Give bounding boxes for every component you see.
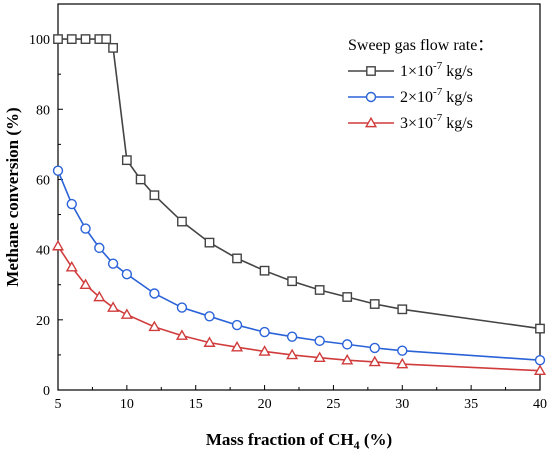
plot-frame [57, 3, 541, 391]
data-point [148, 320, 161, 332]
legend-label: 3×10-7 kg/s [400, 112, 473, 132]
data-point [175, 329, 188, 340]
legend-label: 2×10-7 kg/s [400, 86, 473, 106]
y-tick-label: 0 [43, 384, 50, 399]
data-point [369, 342, 380, 354]
legend-title: Sweep gas flow rate： [348, 37, 493, 54]
series-line [57, 245, 541, 372]
data-point [533, 364, 547, 376]
legend-entry: 3×10-7 kg/s [348, 112, 473, 132]
y-tick-label: 80 [36, 103, 50, 118]
data-point [258, 345, 271, 356]
data-point [396, 357, 409, 369]
data-point [80, 34, 91, 44]
data-point [66, 198, 77, 210]
data-point [535, 323, 545, 334]
data-point [368, 355, 381, 367]
data-point [79, 278, 92, 290]
y-tick-label: 20 [36, 314, 50, 329]
data-point [342, 339, 353, 350]
data-point [120, 308, 133, 319]
series-1 [53, 34, 545, 334]
axis-ticks: 5 10 15 20 25 30 35 40 0 20 40 60 80 100 [29, 33, 547, 412]
legend: Sweep gas flow rate： 1×10-7 kg/s 2×10-7 kg… [348, 37, 493, 132]
legend-marker [364, 116, 378, 128]
legend-marker [366, 66, 376, 76]
series-line [58, 38, 541, 330]
data-point [534, 354, 546, 366]
data-point [135, 174, 146, 185]
data-point [101, 34, 112, 44]
data-point [121, 269, 133, 280]
data-point [66, 34, 77, 44]
legend-label: 1×10-7 kg/s [400, 60, 473, 80]
legend-marker [365, 91, 377, 103]
data-point [314, 285, 325, 295]
data-point [286, 348, 299, 360]
data-point [108, 42, 118, 53]
series-line [57, 170, 541, 361]
data-point [313, 351, 326, 363]
x-tick-label: 25 [326, 397, 340, 412]
x-tick-label: 20 [258, 397, 272, 412]
data-point [342, 292, 353, 302]
x-tick-label: 5 [55, 397, 62, 412]
data-point [107, 258, 119, 269]
series-2 [52, 165, 546, 366]
data-point [80, 223, 91, 234]
data-point [204, 237, 215, 248]
data-point [107, 301, 120, 312]
y-tick-label: 40 [36, 244, 50, 259]
data-point [93, 290, 106, 302]
data-point [121, 155, 132, 166]
series-3 [51, 239, 547, 376]
data-point [259, 265, 270, 276]
x-tick-label: 40 [533, 397, 547, 412]
data-point [203, 336, 216, 347]
x-tick-label: 10 [120, 397, 134, 412]
data-point [51, 239, 65, 251]
data-point [177, 216, 187, 227]
data-point [369, 299, 380, 309]
data-point [259, 326, 270, 338]
data-point [149, 288, 160, 299]
data-point [314, 335, 325, 347]
data-point [65, 260, 78, 272]
y-axis-title: Methane conversion (%) [3, 107, 22, 286]
data-point [287, 276, 298, 287]
data-point [52, 165, 64, 176]
data-point [341, 353, 354, 365]
y-tick-label: 100 [29, 33, 50, 48]
x-tick-label: 30 [395, 397, 409, 412]
data-point [204, 311, 215, 322]
data-point [149, 190, 160, 201]
data-point [232, 253, 242, 264]
data-point [176, 302, 188, 313]
legend-entry: 2×10-7 kg/s [348, 86, 473, 106]
data-point [230, 340, 244, 352]
data-point [286, 331, 298, 342]
legend-entry: 1×10-7 kg/s [348, 60, 473, 80]
data-point [231, 319, 243, 331]
y-tick-label: 60 [36, 173, 50, 188]
x-axis-title: Mass fraction of CH4 (%) [206, 430, 392, 451]
data-point [397, 304, 408, 315]
series-layer [51, 34, 547, 376]
data-point [53, 34, 63, 44]
data-point [397, 345, 408, 356]
x-tick-label: 15 [189, 397, 203, 412]
x-tick-label: 35 [464, 397, 478, 412]
data-point [94, 242, 105, 254]
